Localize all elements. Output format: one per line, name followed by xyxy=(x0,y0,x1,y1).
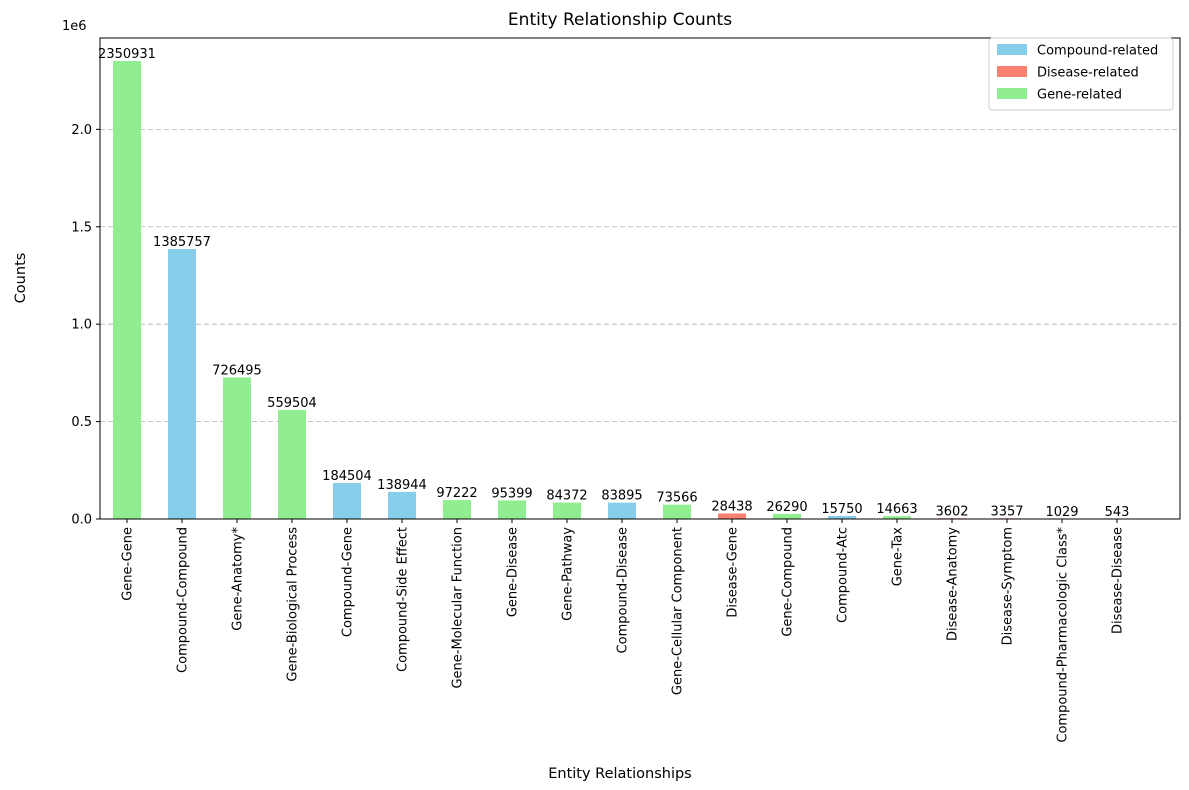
y-axis-label: Counts xyxy=(13,253,29,304)
x-axis-label: Entity Relationships xyxy=(548,766,692,782)
x-axis-ticks: Gene-Gene Compound-Compound Gene-Anatomy* G… xyxy=(121,519,1126,743)
bar xyxy=(553,502,581,519)
x-tick-label: Compound-Atc xyxy=(836,527,851,623)
y-tick-label: 0.0 xyxy=(71,513,92,528)
bar xyxy=(883,516,911,519)
value-labels-group: 2350931 1385757 726495 559504 184504 138944 97… xyxy=(98,47,1129,520)
x-tick-label: Gene-Gene xyxy=(121,527,136,601)
y-tick-label: 0.5 xyxy=(71,415,92,430)
bar-value-label: 28438 xyxy=(711,499,752,514)
x-tick-label: Disease-Symptom xyxy=(1001,527,1016,645)
bar-value-label: 543 xyxy=(1105,505,1130,520)
bar-value-label: 184504 xyxy=(322,469,372,484)
x-tick-label: Gene-Anatomy* xyxy=(231,527,246,631)
x-tick-label: Disease-Disease xyxy=(1111,527,1126,634)
x-tick-label: Compound-Disease xyxy=(616,527,631,653)
bar xyxy=(333,483,361,519)
legend: Compound-related Disease-related Gene-rela… xyxy=(988,37,1174,111)
y-tick-label: 2.0 xyxy=(71,123,92,138)
bar xyxy=(388,491,416,519)
x-tick-label: Compound-Compound xyxy=(176,527,191,673)
bar-value-label: 15750 xyxy=(821,502,862,517)
bar-value-label: 1029 xyxy=(1045,505,1078,520)
bar-value-label: 3357 xyxy=(990,504,1023,519)
y-axis-ticks: 0.0 0.5 1.0 1.5 2.0 xyxy=(71,123,100,528)
x-tick-label: Disease-Gene xyxy=(726,527,741,618)
bar-value-label: 138944 xyxy=(377,478,427,493)
legend-label: Disease-related xyxy=(1037,66,1139,81)
bar xyxy=(498,500,526,519)
x-tick-label: Compound-Side Effect xyxy=(396,527,411,672)
bar-value-label: 3602 xyxy=(935,504,968,519)
x-tick-label: Gene-Molecular Function xyxy=(451,527,466,689)
legend-swatch xyxy=(997,66,1027,77)
bar-value-label: 84372 xyxy=(546,489,587,504)
bar xyxy=(718,513,746,519)
legend-swatch xyxy=(997,44,1027,55)
bar-value-label: 95399 xyxy=(491,486,532,501)
bar-value-label: 83895 xyxy=(601,489,642,504)
bar xyxy=(443,500,471,519)
bar xyxy=(828,515,856,519)
bar-value-label: 26290 xyxy=(766,500,807,515)
x-tick-label: Gene-Compound xyxy=(781,527,796,637)
legend-label: Gene-related xyxy=(1037,88,1122,103)
bar-value-label: 1385757 xyxy=(153,235,211,250)
bar-value-label: 726495 xyxy=(212,363,262,378)
y-offset-text: 1e6 xyxy=(62,19,87,34)
y-tick-label: 1.5 xyxy=(71,220,92,235)
legend-frame xyxy=(988,37,1174,111)
bar xyxy=(278,409,306,519)
bar-value-label: 97222 xyxy=(436,486,477,501)
y-tick-label: 1.0 xyxy=(71,318,92,333)
bar-value-label: 559504 xyxy=(267,396,317,411)
x-tick-label: Disease-Anatomy xyxy=(946,527,961,641)
bar xyxy=(223,377,251,519)
bars-group xyxy=(113,60,1131,520)
bar xyxy=(773,513,801,519)
bar xyxy=(168,249,196,520)
bar-value-label: 2350931 xyxy=(98,47,156,62)
x-tick-label: Compound-Gene xyxy=(341,527,356,637)
bar xyxy=(608,502,636,519)
legend-swatch xyxy=(997,88,1027,99)
x-tick-label: Gene-Cellular Component xyxy=(671,527,686,695)
bar xyxy=(113,60,141,519)
plot-frame xyxy=(99,37,1181,520)
bar-value-label: 73566 xyxy=(656,491,697,506)
bar-value-label: 14663 xyxy=(876,502,917,517)
bar xyxy=(663,504,691,519)
x-tick-label: Gene-Disease xyxy=(506,527,521,617)
legend-label: Compound-related xyxy=(1037,44,1158,59)
x-tick-label: Gene-Tax xyxy=(891,527,906,587)
x-tick-label: Gene-Pathway xyxy=(561,527,576,621)
x-tick-label: Compound-Pharmacologic Class* xyxy=(1056,527,1071,743)
chart-title: Entity Relationship Counts xyxy=(508,10,732,30)
x-tick-label: Gene-Biological Process xyxy=(286,527,301,682)
